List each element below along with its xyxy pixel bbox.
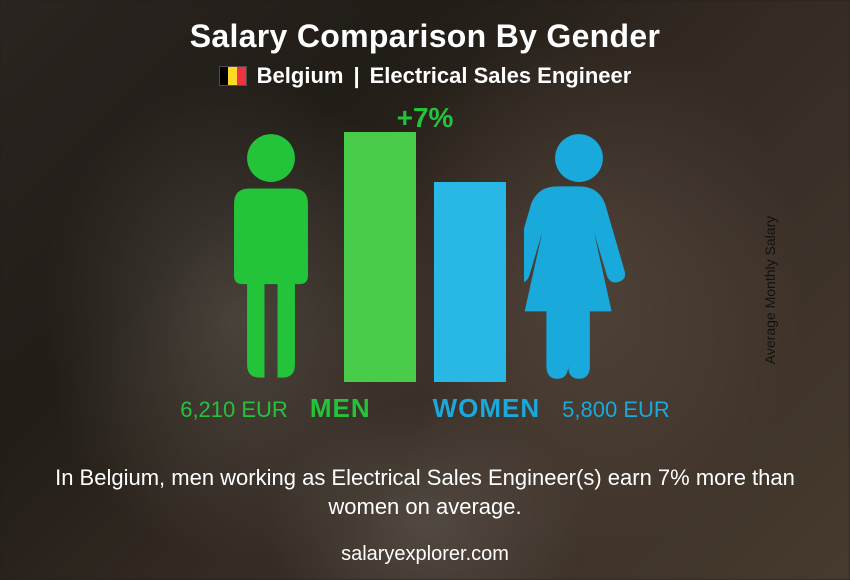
subtitle-row: Belgium | Electrical Sales Engineer (0, 63, 850, 89)
y-axis-label: Average Monthly Salary (762, 216, 778, 364)
chart-labels: 6,210 EUR MEN WOMEN 5,800 EUR (105, 393, 745, 424)
footer-source: salaryexplorer.com (0, 543, 850, 566)
women-label: WOMEN (433, 393, 541, 424)
content-layer: Salary Comparison By Gender Belgium | El… (0, 0, 850, 580)
women-salary: 5,800 EUR (562, 397, 670, 423)
delta-badge: +7% (397, 102, 454, 134)
separator: | (353, 63, 359, 89)
country-label: Belgium (257, 63, 344, 89)
description-text: In Belgium, men working as Electrical Sa… (50, 463, 800, 522)
men-label: MEN (310, 393, 371, 424)
belgium-flag-icon (219, 66, 247, 86)
man-icon (216, 132, 326, 382)
men-salary: 6,210 EUR (180, 397, 288, 423)
chart-row (105, 132, 745, 382)
bar-women (434, 182, 506, 382)
woman-icon (524, 132, 634, 382)
chart-area: +7% 6,210 EUR MEN WOMEN 5,800 (105, 110, 745, 430)
job-label: Electrical Sales Engineer (370, 63, 632, 89)
bar-men (344, 132, 416, 382)
page-title: Salary Comparison By Gender (0, 18, 850, 55)
